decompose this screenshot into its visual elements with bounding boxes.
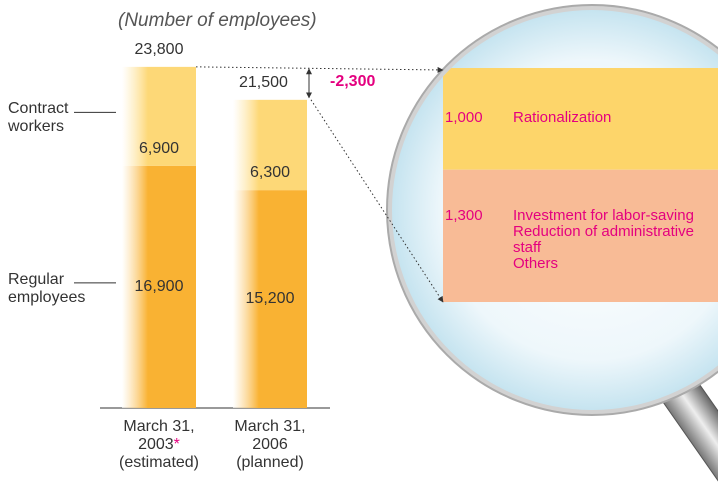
category-label: March 31, 2006 (planned) (215, 418, 325, 472)
legend-label: Regular employees (8, 270, 86, 306)
value-label: 6,300 (249, 164, 291, 182)
breakdown-description: Investment for labor-saving (513, 206, 694, 224)
connector (195, 66, 444, 73)
bar-segment (233, 190, 307, 408)
category-note: (planned) (236, 454, 304, 471)
breakdown-descriptions: Rationalization (513, 108, 718, 126)
breakdown-descriptions: Investment for labor-saving Reduction of … (513, 206, 718, 272)
value-label: 15,200 (245, 290, 295, 308)
total-label: 23,800 (134, 40, 184, 58)
bar-segment (122, 165, 196, 408)
bar-segment (122, 66, 196, 166)
connector (310, 99, 444, 303)
breakdown-amount: 1,300 (445, 206, 483, 224)
category-label: March 31, 2003* (estimated) (104, 418, 214, 472)
breakdown-description: Rationalization (513, 108, 612, 126)
breakdown-row: 1,300 Investment for labor-saving Reductio… (445, 206, 718, 272)
category-name: March 31, 2003 (123, 418, 195, 453)
breakdown-box (443, 169, 718, 302)
footnote-marker: * (173, 436, 180, 453)
value-label: 16,900 (134, 277, 184, 295)
total-label: 21,500 (239, 73, 288, 91)
breakdown-amount: 1,000 (445, 108, 483, 126)
axis-label: (Number of employees) (118, 10, 317, 31)
breakdown-description: Others (513, 254, 559, 272)
value-label: 6,900 (138, 139, 180, 157)
difference-label: -2,300 (330, 72, 376, 90)
breakdown-box (443, 68, 718, 170)
breakdown-row: 1,000 Rationalization (445, 108, 718, 126)
bar-segment (233, 99, 307, 191)
legend-label: Contract workers (8, 100, 69, 136)
category-name: March 31, 2006 (234, 418, 306, 453)
breakdown-description: Reduction of administrative staff (513, 222, 694, 256)
category-note: (estimated) (118, 454, 200, 471)
